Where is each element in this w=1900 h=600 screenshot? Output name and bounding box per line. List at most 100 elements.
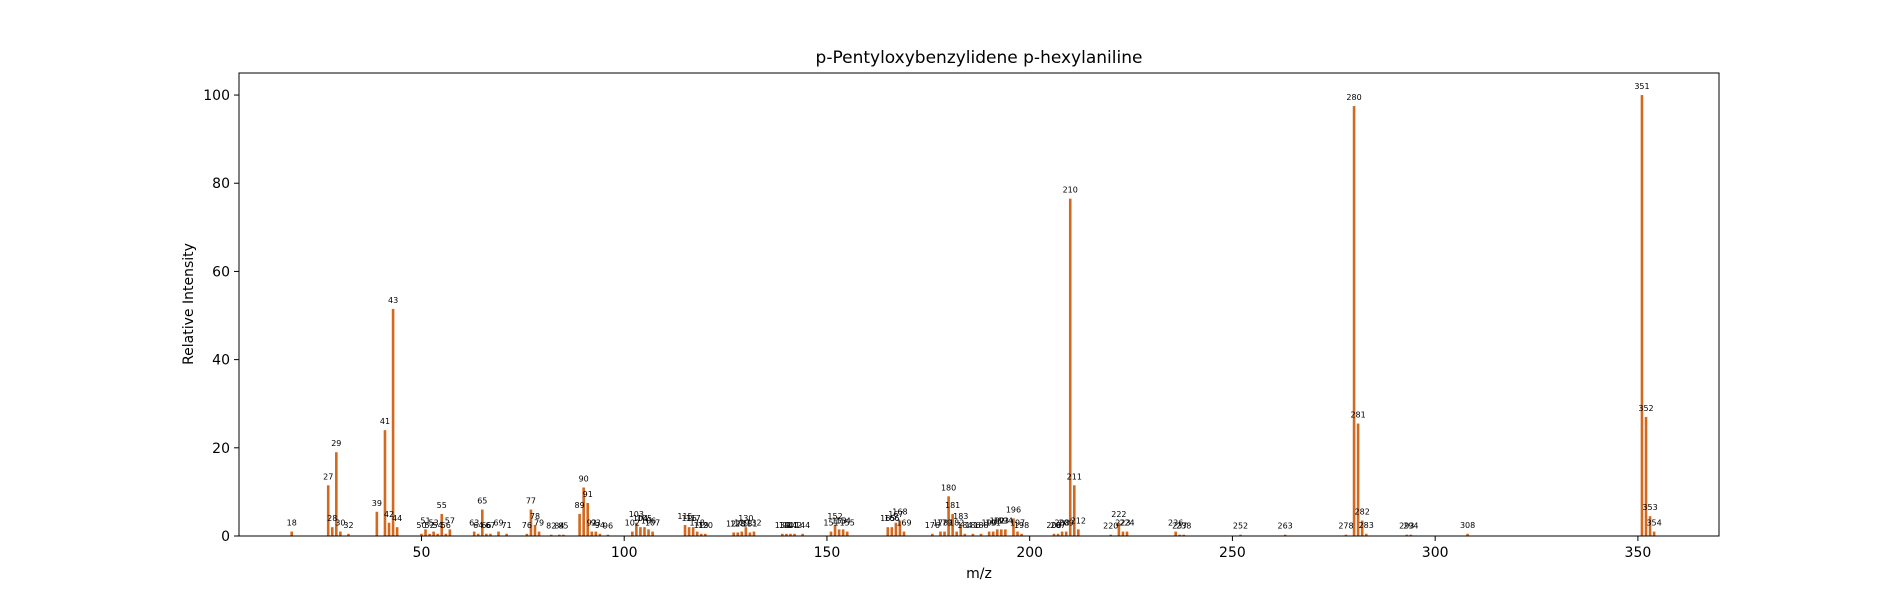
peak-label-96: 96 bbox=[603, 522, 613, 531]
x-tick-label-300: 300 bbox=[1422, 545, 1449, 561]
bar-mz-197 bbox=[1016, 531, 1019, 536]
bar-mz-222 bbox=[1117, 522, 1121, 536]
bar-mz-116 bbox=[687, 527, 691, 536]
bar-mz-194 bbox=[1004, 529, 1007, 536]
peak-label-132: 132 bbox=[746, 519, 761, 528]
peak-label-144: 144 bbox=[795, 521, 810, 530]
x-tick-label-150: 150 bbox=[814, 545, 841, 561]
bar-mz-69 bbox=[497, 531, 500, 536]
peak-label-52: 52 bbox=[424, 521, 434, 530]
bar-mz-91 bbox=[586, 502, 590, 536]
bar-mz-55 bbox=[440, 513, 444, 536]
peak-label-168: 168 bbox=[892, 508, 907, 517]
bar-mz-352 bbox=[1644, 416, 1648, 536]
bar-mz-207 bbox=[1056, 533, 1060, 536]
peak-label-210: 210 bbox=[1063, 186, 1078, 195]
peak-label-39: 39 bbox=[372, 499, 382, 508]
bar-mz-30 bbox=[339, 531, 342, 536]
bar-mz-220 bbox=[1109, 534, 1113, 536]
bar-mz-188 bbox=[979, 533, 983, 536]
peak-label-129: 129 bbox=[734, 519, 749, 528]
peak-label-65: 65 bbox=[477, 497, 487, 506]
peak-label-263: 263 bbox=[1277, 522, 1292, 531]
peak-label-67: 67 bbox=[485, 521, 495, 530]
peak-label-56: 56 bbox=[441, 521, 451, 530]
bar-mz-56 bbox=[444, 533, 448, 536]
peak-label-151: 151 bbox=[823, 519, 838, 528]
peak-label-294: 294 bbox=[1403, 522, 1418, 531]
bar-mz-153 bbox=[837, 529, 841, 536]
peak-label-198: 198 bbox=[1014, 521, 1029, 530]
peak-label-140: 140 bbox=[779, 521, 794, 530]
peak-label-237: 237 bbox=[1172, 522, 1187, 531]
bar-mz-94 bbox=[598, 533, 602, 536]
bar-mz-53 bbox=[432, 531, 435, 536]
peak-label-190: 190 bbox=[981, 519, 996, 528]
peak-label-89: 89 bbox=[575, 501, 585, 510]
bar-mz-85 bbox=[562, 534, 565, 536]
bar-mz-63 bbox=[472, 531, 476, 536]
bar-mz-165 bbox=[886, 527, 890, 536]
y-tick-label-60: 60 bbox=[212, 264, 230, 280]
bar-mz-54 bbox=[436, 533, 439, 536]
bar-mz-43 bbox=[391, 308, 395, 536]
bar-mz-129 bbox=[740, 531, 744, 536]
bar-mz-64 bbox=[476, 533, 480, 536]
peak-label-208: 208 bbox=[1054, 519, 1069, 528]
peak-label-105: 105 bbox=[637, 514, 652, 523]
bar-mz-142 bbox=[793, 533, 796, 536]
peak-label-194: 194 bbox=[998, 516, 1013, 525]
peak-label-212: 212 bbox=[1071, 516, 1086, 525]
bar-mz-27 bbox=[326, 485, 330, 536]
chart-title: p-Pentyloxybenzylidene p-hexylaniline bbox=[816, 48, 1143, 68]
y-tick-label-100: 100 bbox=[203, 88, 230, 104]
y-tick-label-80: 80 bbox=[212, 176, 230, 192]
bar-mz-103 bbox=[635, 522, 638, 536]
bar-mz-93 bbox=[594, 531, 598, 536]
bar-mz-236 bbox=[1174, 531, 1177, 536]
peak-label-153: 153 bbox=[831, 516, 846, 525]
bar-mz-278 bbox=[1344, 534, 1348, 536]
bar-mz-90 bbox=[582, 487, 585, 536]
bar-mz-115 bbox=[683, 524, 687, 536]
peak-label-118: 118 bbox=[690, 519, 705, 528]
plot-frame bbox=[238, 72, 1720, 537]
x-axis: 50 100 150 200 250 300 350 bbox=[413, 536, 1651, 561]
peak-label-142: 142 bbox=[787, 521, 802, 530]
bar-mz-191 bbox=[991, 531, 995, 536]
peak-label-69: 69 bbox=[493, 519, 503, 528]
peak-label-155: 155 bbox=[840, 519, 855, 528]
bar-mz-42 bbox=[387, 522, 391, 536]
bar-mz-106 bbox=[647, 529, 650, 536]
peak-label-115: 115 bbox=[677, 512, 692, 521]
bar-mz-67 bbox=[489, 533, 492, 536]
peak-label-28: 28 bbox=[327, 514, 337, 523]
bar-mz-238 bbox=[1182, 534, 1186, 536]
peak-label-169: 169 bbox=[896, 519, 911, 528]
peak-label-130: 130 bbox=[738, 514, 753, 523]
bar-mz-283 bbox=[1364, 533, 1368, 536]
bar-mz-166 bbox=[890, 527, 894, 536]
bar-mz-76 bbox=[525, 533, 529, 536]
bar-mz-130 bbox=[744, 527, 748, 536]
peak-label-186: 186 bbox=[965, 521, 980, 530]
bar-mz-89 bbox=[578, 513, 581, 536]
peak-label-42: 42 bbox=[384, 510, 394, 519]
bar-mz-84 bbox=[558, 534, 561, 536]
peak-label-141: 141 bbox=[783, 521, 798, 530]
peak-label-53: 53 bbox=[429, 519, 439, 528]
bar-mz-210 bbox=[1068, 198, 1072, 537]
peak-label-293: 293 bbox=[1399, 522, 1414, 531]
bar-mz-57 bbox=[448, 529, 452, 536]
y-tick-label-0: 0 bbox=[221, 529, 230, 545]
bar-mz-167 bbox=[894, 522, 898, 536]
bar-mz-152 bbox=[833, 524, 837, 536]
peak-label-66: 66 bbox=[481, 521, 491, 530]
peak-label-188: 188 bbox=[973, 521, 988, 530]
bar-mz-119 bbox=[699, 533, 703, 536]
peak-label-107: 107 bbox=[645, 519, 660, 528]
bar-mz-180 bbox=[947, 496, 950, 536]
bar-mz-105 bbox=[643, 527, 646, 536]
peak-label-85: 85 bbox=[558, 522, 568, 531]
